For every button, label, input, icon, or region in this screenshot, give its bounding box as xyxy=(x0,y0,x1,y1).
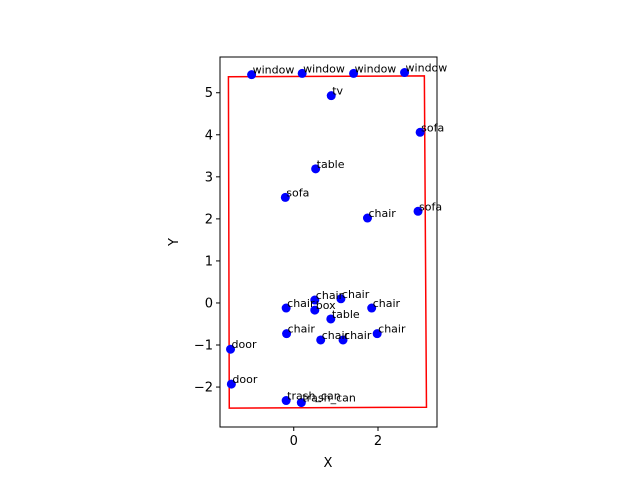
x-axis-label: X xyxy=(324,456,333,471)
data-point-chair xyxy=(336,294,346,304)
data-point-table xyxy=(311,164,321,174)
data-point-chair xyxy=(372,329,382,339)
point-label: door xyxy=(232,373,257,386)
plot-area-frame xyxy=(219,56,438,428)
point-label: tv xyxy=(332,85,343,98)
point-label: window xyxy=(303,62,345,75)
point-label: box xyxy=(316,299,336,312)
point-label: window xyxy=(355,62,397,75)
data-point-window xyxy=(400,68,410,78)
x-tick-label: 2 xyxy=(374,434,382,449)
y-tick-label: −2 xyxy=(194,381,213,396)
point-label: chair xyxy=(373,297,401,310)
point-label: chair xyxy=(287,297,315,310)
point-label: door xyxy=(232,338,257,351)
data-point-trash-can xyxy=(296,398,306,408)
data-point-sofa xyxy=(415,127,425,137)
point-label: window xyxy=(253,64,295,77)
data-point-chair xyxy=(362,213,372,223)
data-point-chair xyxy=(282,329,292,339)
data-point-door xyxy=(226,379,236,389)
data-points xyxy=(226,68,425,408)
point-labels: window window window window tv sofa table sofa c… xyxy=(232,62,448,405)
data-point-sofa xyxy=(413,206,423,216)
point-label: trash_can xyxy=(302,392,356,405)
x-tick-label: 0 xyxy=(290,434,298,449)
point-label: window xyxy=(406,62,448,75)
data-point-trash-can xyxy=(281,396,291,406)
data-point-box xyxy=(310,305,320,315)
y-tick-label: 2 xyxy=(205,212,213,227)
data-point-chair xyxy=(367,303,377,313)
data-point-window xyxy=(297,68,307,78)
point-label: chair xyxy=(342,288,370,301)
point-label: chair xyxy=(368,207,396,220)
y-tick-label: 5 xyxy=(205,86,213,101)
point-label: table xyxy=(332,308,360,321)
data-point-window xyxy=(349,68,359,78)
point-label: table xyxy=(317,158,345,171)
data-point-door xyxy=(226,344,236,354)
point-label: chair xyxy=(378,323,406,336)
point-label: chair xyxy=(322,329,350,342)
point-label: chair xyxy=(344,329,372,342)
data-point-table xyxy=(326,314,336,324)
point-label: chair xyxy=(316,289,344,302)
data-point-tv xyxy=(326,91,336,101)
y-tick-label: 1 xyxy=(205,254,213,269)
data-point-chair xyxy=(281,303,291,313)
point-label: sofa xyxy=(419,200,442,213)
point-label: sofa xyxy=(286,186,309,199)
y-tick-label: −1 xyxy=(194,339,213,354)
y-tick-label: 0 xyxy=(205,296,213,311)
y-tick-label: 4 xyxy=(205,128,213,143)
y-tick-label: 3 xyxy=(205,170,213,185)
y-axis-ticks: −2 −1 0 1 2 3 4 5 xyxy=(194,86,220,396)
point-label: sofa xyxy=(421,121,444,134)
point-label: chair xyxy=(288,323,316,336)
data-point-sofa xyxy=(280,192,290,202)
point-label: trash_can xyxy=(287,390,341,403)
data-point-chair xyxy=(338,335,348,345)
y-axis-label: Y xyxy=(167,238,182,247)
data-point-chair xyxy=(316,335,326,345)
data-point-chair xyxy=(310,295,320,305)
room-boundary-outline xyxy=(227,75,428,409)
data-point-window xyxy=(247,70,257,80)
